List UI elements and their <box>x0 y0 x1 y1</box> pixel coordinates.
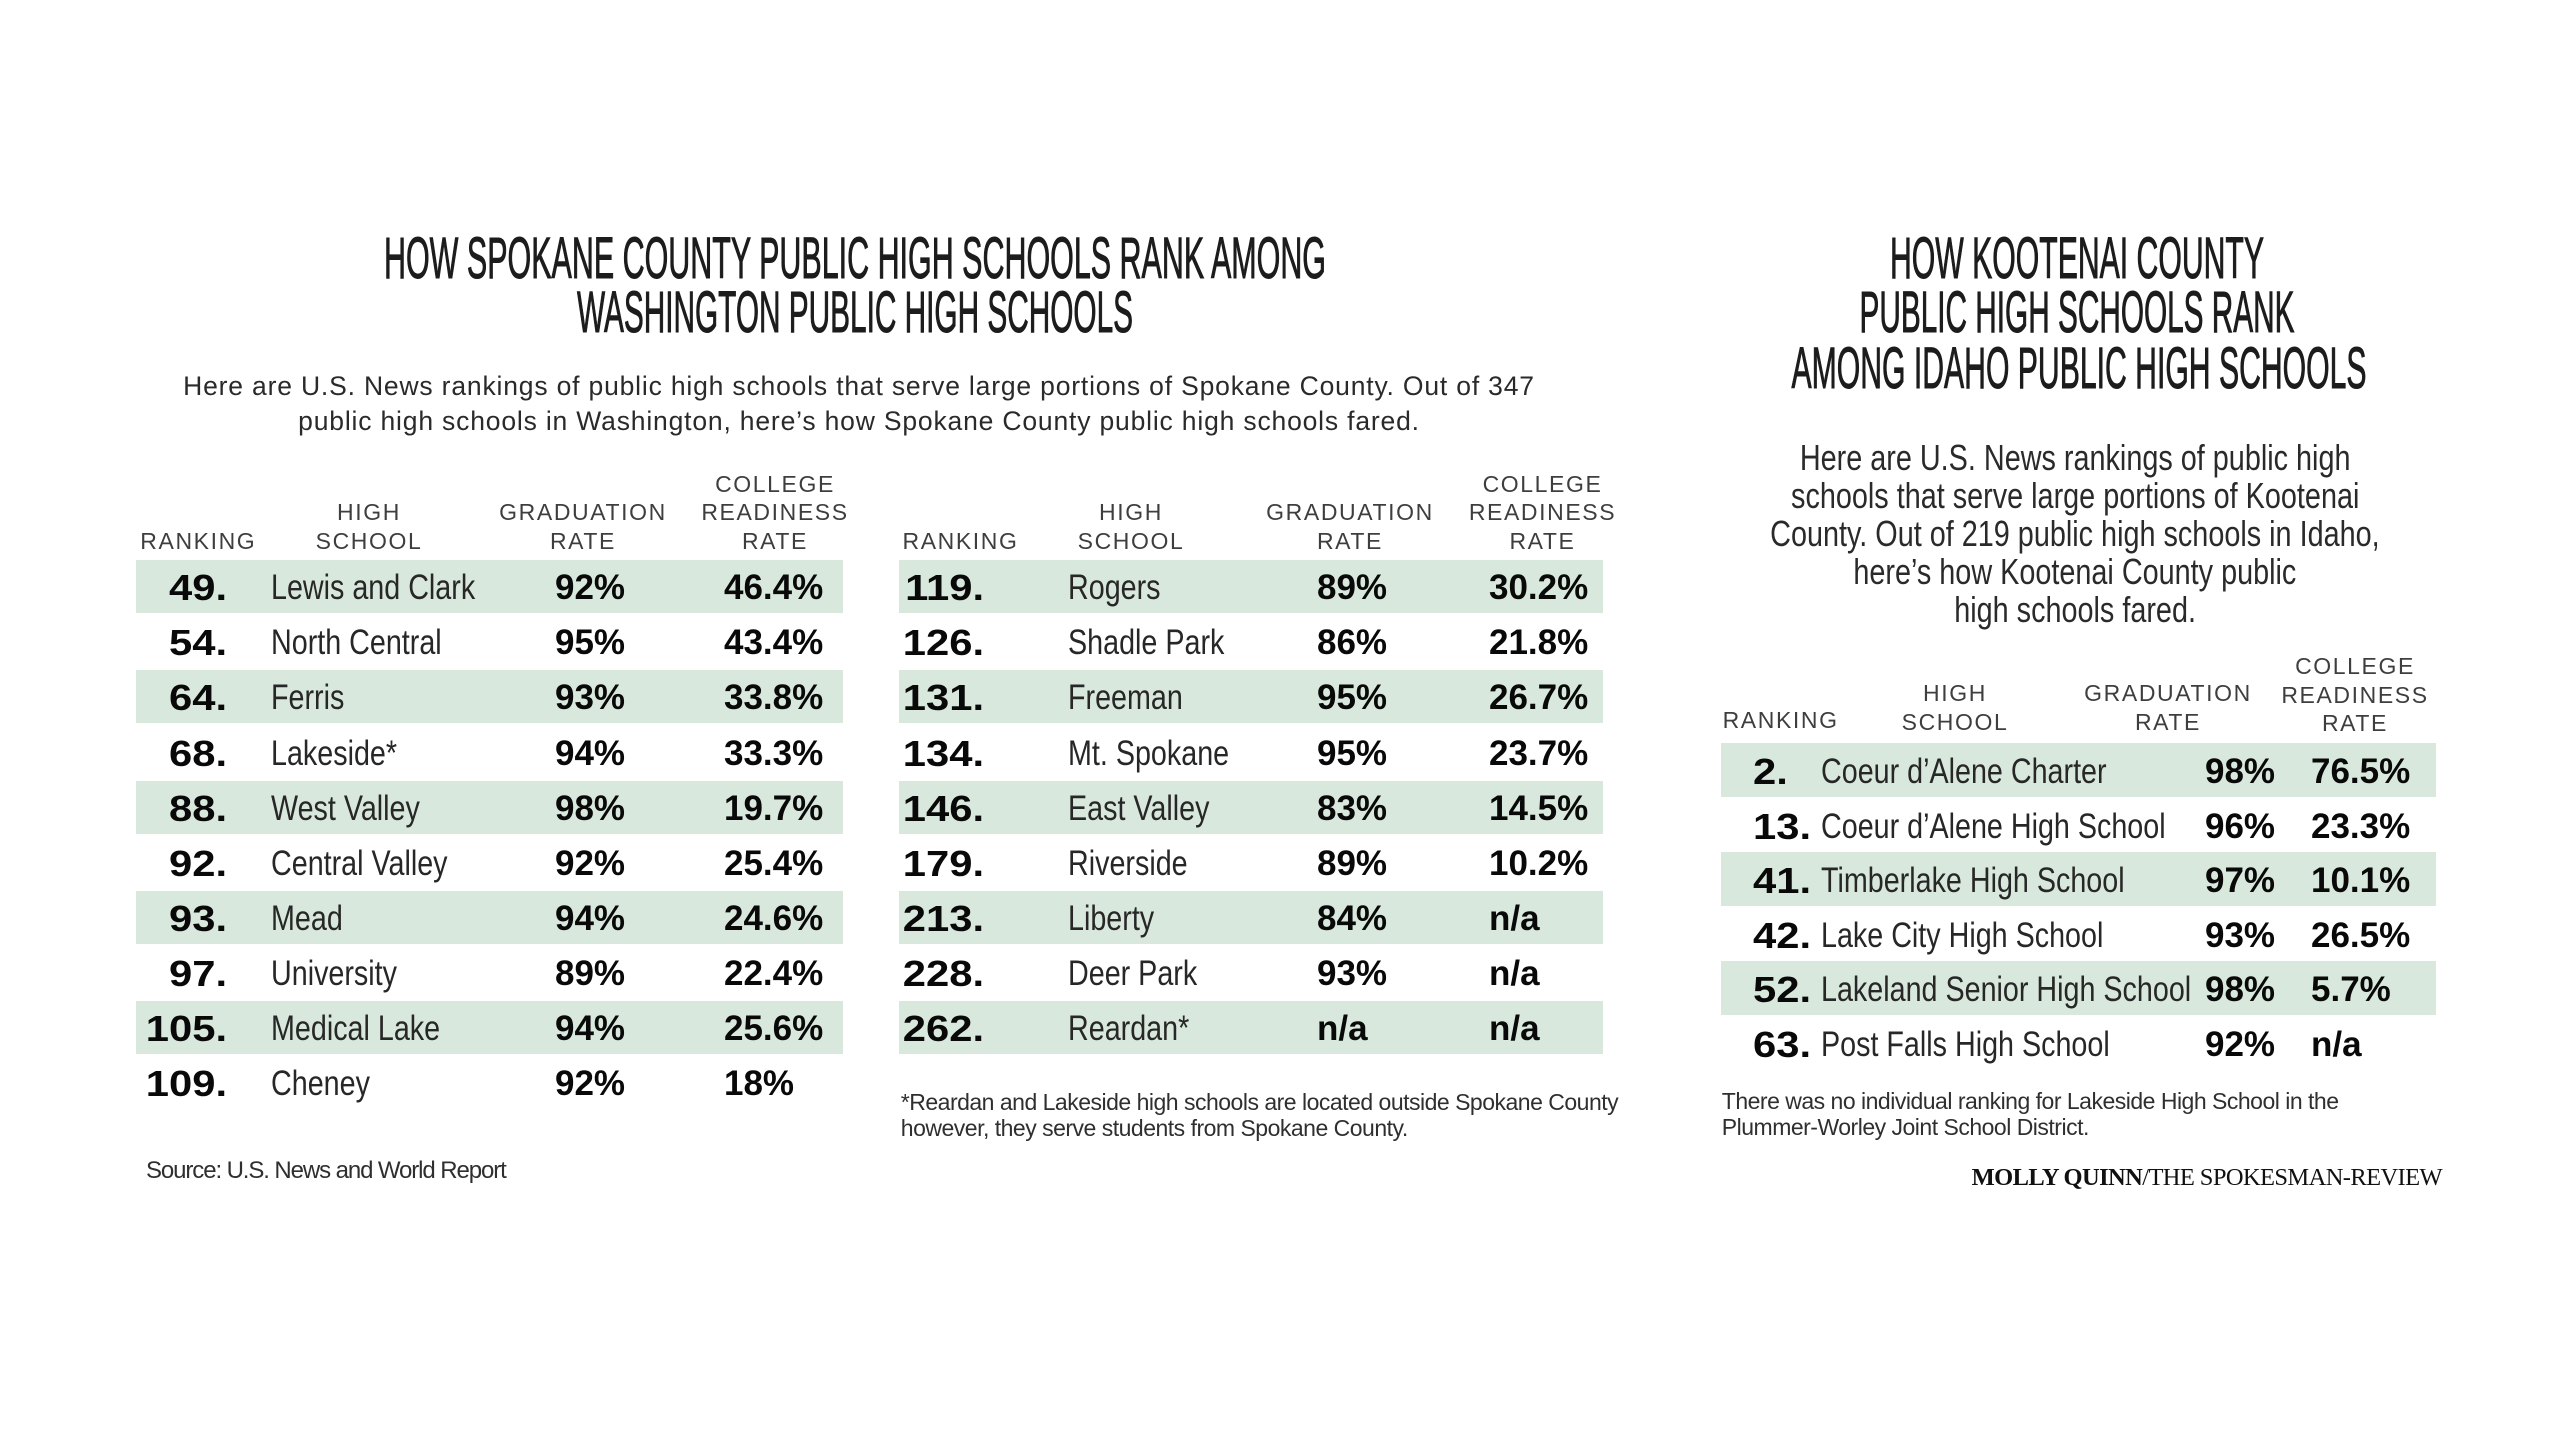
svg-text:HOW SPOKANE COUNTY PUBLIC HIGH: HOW SPOKANE COUNTY PUBLIC HIGH SCHOOLS R… <box>384 226 1326 291</box>
svg-text:PUBLIC HIGH SCHOOLS RANK: PUBLIC HIGH SCHOOLS RANK <box>1860 280 2295 345</box>
svg-text:AMONG IDAHO PUBLIC HIGH SCHOOL: AMONG IDAHO PUBLIC HIGH SCHOOLS <box>1792 336 2367 401</box>
svg-text:WASHINGTON PUBLIC HIGH SCHOOLS: WASHINGTON PUBLIC HIGH SCHOOLS <box>577 280 1133 345</box>
svg-text:HOW KOOTENAI COUNTY: HOW KOOTENAI COUNTY <box>1890 226 2264 291</box>
